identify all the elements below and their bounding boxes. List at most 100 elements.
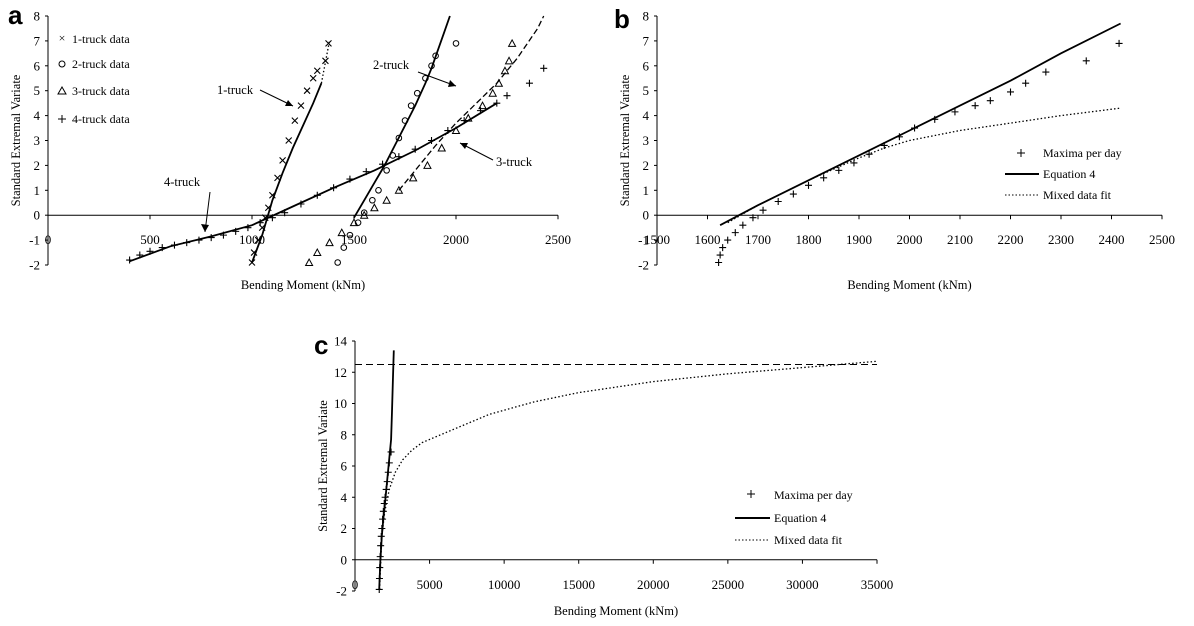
data-point-a-4-truck-data (476, 107, 484, 115)
data-point-a-3-truck-data (325, 238, 334, 247)
data-point-c-maxima-per-day (378, 525, 386, 532)
data-point-c-maxima-per-day (381, 493, 389, 501)
fit-line-a-4-truck-fit (129, 102, 498, 263)
x-tick-label-c: 20000 (637, 577, 670, 592)
data-point-a-4-truck-data (313, 191, 321, 199)
x-tick-label-c: 30000 (786, 577, 819, 592)
legend-a-marker-triangle (57, 85, 67, 95)
data-point-a-1-truck-data (309, 74, 317, 82)
panel-b-letter: b (614, 4, 630, 34)
data-point-a-4-truck-data (136, 251, 144, 259)
x-tick-label-b: 1900 (846, 232, 872, 247)
data-point-a-3-truck-data (394, 185, 404, 194)
annotation-1-truck-arrowhead (285, 100, 293, 106)
x-tick-label-b: 2300 (1048, 232, 1074, 247)
legend-c-label-1: Maxima per day (774, 488, 853, 502)
x-tick-label-b: 1600 (695, 232, 721, 247)
y-axis-title-b: Standard Extremal Variate (618, 74, 632, 206)
legend-a-label-1: 1-truck data (72, 32, 130, 46)
data-point-a-2-truck-data (422, 74, 429, 82)
data-point-a-1-truck-data (274, 174, 281, 182)
y-axis-title-a: Standard Extremal Variate (9, 74, 23, 206)
data-point-a-3-truck-data (463, 113, 473, 122)
legend-c-item-2: Equation 4 (735, 511, 826, 525)
x-tick-label-b: 2000 (897, 232, 923, 247)
fit-line-b-equation-4 (719, 22, 1122, 226)
legend-a-label-2: 2-truck data (72, 57, 130, 71)
legend-a-label-3: 3-truck data (72, 84, 130, 98)
legend-a-marker-circle (58, 60, 66, 68)
y-tick-label-c: 12 (334, 365, 347, 380)
x-tick-label-c: 5000 (417, 577, 443, 592)
x-tick-label-c: 35000 (861, 577, 894, 592)
data-point-a-4-truck-data (170, 241, 178, 249)
y-tick-label-b: 7 (643, 33, 650, 48)
data-point-b-maxima-per-day (895, 133, 903, 141)
legend-c-marker-plus (747, 490, 755, 498)
data-point-a-4-truck-data (126, 256, 134, 264)
data-point-b-maxima-per-day (724, 236, 732, 244)
data-point-a-1-truck-data (254, 236, 262, 244)
y-tick-label-b: 2 (643, 158, 650, 173)
data-point-b-maxima-per-day (971, 102, 979, 110)
data-point-b-maxima-per-day (805, 181, 812, 189)
legend-a-marker-plus (58, 115, 66, 123)
legend-a-item-2: 2-truck data (58, 57, 130, 71)
data-point-c-maxima-per-day (387, 448, 395, 456)
panel-a-letter: a (8, 0, 23, 30)
data-point-a-2-truck-data (395, 134, 403, 142)
data-point-b-maxima-per-day (716, 251, 724, 259)
x-axis-title-a: Bending Moment (kNm) (241, 278, 365, 292)
legend-c-item-3: Mixed data fit (735, 533, 843, 547)
data-point-a-1-truck-data (269, 191, 276, 199)
data-point-a-4-truck-data (362, 168, 370, 176)
data-point-a-1-truck-data (313, 67, 321, 75)
data-point-b-maxima-per-day (719, 244, 727, 252)
legend-c-item-1: Maxima per day (747, 488, 853, 502)
y-tick-label-b: 1 (643, 183, 650, 198)
annotation-1-truck: 1-truck (217, 83, 254, 97)
y-tick-label-a: 6 (34, 58, 41, 73)
data-point-b-maxima-per-day (759, 206, 767, 214)
data-point-b-maxima-per-day (911, 124, 919, 132)
x-tick-label-b: 1800 (796, 232, 822, 247)
x-tick-label-a: 0 (45, 232, 52, 247)
y-tick-label-a: 0 (34, 208, 41, 223)
legend-b-item-3: Mixed data fit (1005, 188, 1112, 202)
data-point-b-maxima-per-day (789, 190, 797, 198)
annotation-4-truck: 4-truck (164, 175, 201, 189)
data-point-a-2-truck-data (340, 244, 348, 251)
data-point-a-4-truck-data (256, 219, 264, 227)
data-point-a-1-truck-data (279, 157, 286, 164)
y-tick-label-c: 14 (334, 334, 348, 349)
y-tick-label-c: -2 (336, 584, 347, 599)
y-tick-label-c: 2 (341, 521, 348, 536)
y-tick-label-b: -2 (638, 258, 649, 273)
x-tick-label-b: 2100 (947, 232, 973, 247)
data-point-a-4-truck-data (281, 209, 289, 217)
data-point-a-4-truck-data (395, 153, 403, 161)
data-point-b-maxima-per-day (986, 97, 994, 105)
y-tick-label-c: 0 (341, 552, 348, 567)
data-point-a-1-truck-data (322, 57, 329, 65)
x-axis-title-b: Bending Moment (kNm) (847, 278, 971, 292)
data-point-a-4-truck-data (219, 231, 227, 239)
y-tick-label-b: 3 (643, 133, 650, 148)
y-tick-label-b: 5 (643, 83, 650, 98)
data-point-a-2-truck-data (383, 167, 390, 174)
y-tick-label-c: 10 (334, 396, 347, 411)
data-point-b-maxima-per-day (715, 259, 723, 267)
legend-c: Maxima per day Equation 4 Mixed data fit (735, 488, 853, 547)
y-tick-label-a: 4 (34, 108, 41, 123)
data-point-a-2-truck-data (432, 52, 439, 60)
data-point-a-2-truck-data (334, 259, 341, 266)
fit-line-b-mixed-data-fit (727, 107, 1121, 224)
data-point-c-maxima-per-day (379, 515, 387, 523)
y-tick-label-c: 4 (341, 490, 348, 505)
legend-a-item-4: 4-truck data (58, 112, 130, 126)
data-point-a-4-truck-data (297, 200, 305, 208)
data-point-b-maxima-per-day (820, 174, 828, 182)
x-tick-label-b: 2500 (1149, 232, 1175, 247)
data-point-a-2-truck-data (369, 196, 376, 204)
